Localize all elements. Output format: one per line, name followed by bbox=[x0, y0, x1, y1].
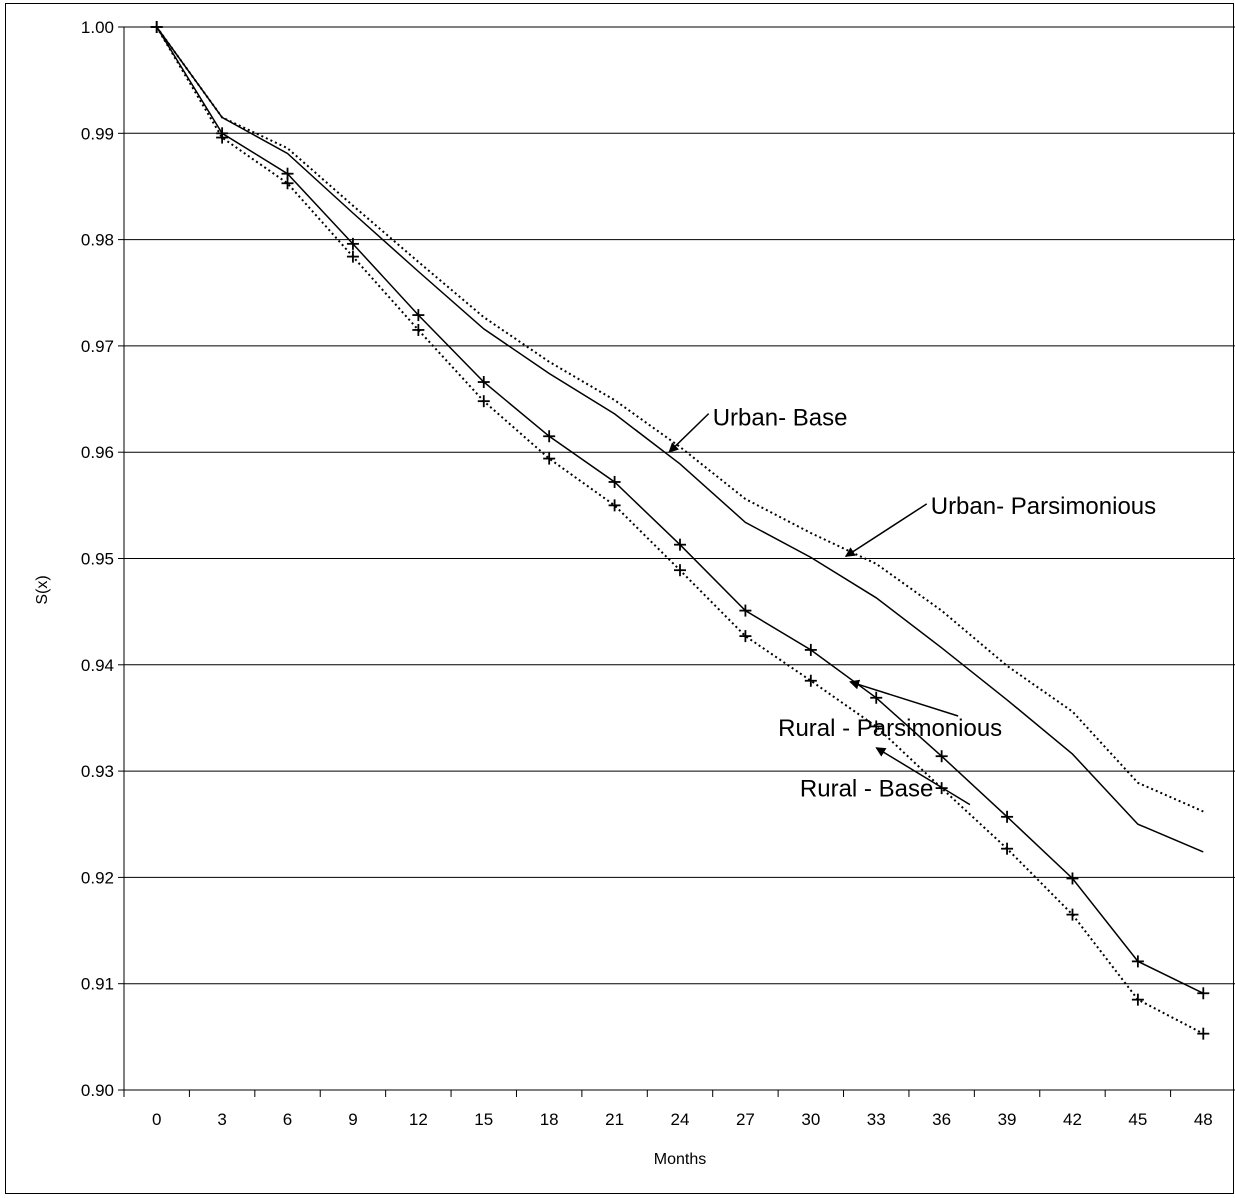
data-point bbox=[1001, 810, 1014, 823]
axes: 0.90 0.91 0.92 0.93 0.94 0.95 0.96 0.97 0.98 0.99… bbox=[81, 18, 1235, 1129]
x-tick-label: 36 bbox=[932, 1110, 951, 1129]
data-point bbox=[543, 430, 556, 443]
x-tick-label: 27 bbox=[736, 1110, 755, 1129]
x-tick-label: 3 bbox=[217, 1110, 226, 1129]
data-point bbox=[543, 452, 556, 465]
data-point bbox=[346, 250, 359, 263]
y-tick-label: 0.99 bbox=[81, 124, 114, 143]
data-point bbox=[804, 643, 817, 656]
x-tick-label: 33 bbox=[867, 1110, 886, 1129]
data-point bbox=[1066, 872, 1079, 885]
x-tick-label: 0 bbox=[152, 1110, 161, 1129]
x-tick-label: 12 bbox=[409, 1110, 428, 1129]
chart-frame bbox=[5, 3, 1234, 1194]
data-point bbox=[870, 720, 883, 733]
x-tick-label: 6 bbox=[283, 1110, 292, 1129]
annotation-arrow bbox=[849, 679, 959, 717]
x-axis-title: Months bbox=[654, 1151, 706, 1168]
data-point bbox=[150, 21, 163, 33]
annotation-label: Rural - Base bbox=[800, 776, 933, 803]
data-point bbox=[1001, 842, 1014, 855]
x-tick-label: 15 bbox=[474, 1110, 493, 1129]
x-tick-label: 42 bbox=[1063, 1110, 1082, 1129]
gridlines bbox=[124, 26, 1235, 985]
data-point bbox=[608, 475, 621, 488]
y-axis-title: S(x) bbox=[34, 575, 51, 604]
data-point bbox=[935, 750, 948, 763]
annotations: Urban- Base Urban- Parsimonious Rural - Pa… bbox=[668, 405, 1156, 806]
annotation-arrow bbox=[875, 747, 971, 806]
data-point bbox=[739, 630, 752, 643]
data-point bbox=[412, 309, 425, 322]
data-point bbox=[1131, 993, 1144, 1006]
y-tick-label: 0.94 bbox=[81, 656, 114, 675]
annotation-label: Urban- Base bbox=[713, 405, 848, 432]
x-tick-label: 24 bbox=[671, 1110, 690, 1129]
annotation-label: Rural - Parsimonious bbox=[778, 715, 1002, 742]
x-tick-label: 9 bbox=[348, 1110, 357, 1129]
y-tick-label: 0.92 bbox=[81, 868, 114, 887]
data-point bbox=[216, 131, 229, 144]
annotation-arrow bbox=[844, 503, 928, 558]
y-tick-label: 0.90 bbox=[81, 1081, 114, 1100]
x-tick-label: 48 bbox=[1194, 1110, 1213, 1129]
y-tick-label: 0.96 bbox=[81, 443, 114, 462]
y-tick-label: 0.98 bbox=[81, 231, 114, 250]
series-group bbox=[150, 21, 1210, 1040]
data-point bbox=[1197, 987, 1210, 1000]
data-point bbox=[346, 237, 359, 250]
x-tick-label: 30 bbox=[801, 1110, 820, 1129]
data-point bbox=[804, 674, 817, 687]
data-point bbox=[674, 564, 686, 577]
x-tick-label: 21 bbox=[605, 1110, 624, 1129]
data-point bbox=[1131, 955, 1144, 968]
x-tick-label: 39 bbox=[998, 1110, 1017, 1129]
series-line bbox=[156, 26, 1204, 853]
annotation-arrow bbox=[668, 413, 710, 453]
y-tick-label: 0.95 bbox=[81, 550, 114, 569]
data-point bbox=[608, 499, 621, 512]
annotation-label: Urban- Parsimonious bbox=[931, 493, 1156, 520]
data-point bbox=[1066, 908, 1079, 921]
y-tick-label: 1.00 bbox=[81, 18, 114, 37]
y-tick-label: 0.91 bbox=[81, 975, 114, 994]
data-point bbox=[739, 604, 752, 617]
data-point bbox=[870, 691, 883, 704]
data-point bbox=[477, 395, 490, 408]
y-tick-label: 0.97 bbox=[81, 337, 114, 356]
data-point bbox=[412, 323, 425, 336]
y-tick-label: 0.93 bbox=[81, 762, 114, 781]
data-point bbox=[1197, 1027, 1210, 1040]
data-point bbox=[477, 376, 490, 389]
x-tick-label: 45 bbox=[1128, 1110, 1147, 1129]
data-point bbox=[281, 177, 294, 190]
series-line bbox=[155, 26, 1204, 813]
data-point bbox=[674, 538, 686, 551]
x-tick-label: 18 bbox=[540, 1110, 559, 1129]
